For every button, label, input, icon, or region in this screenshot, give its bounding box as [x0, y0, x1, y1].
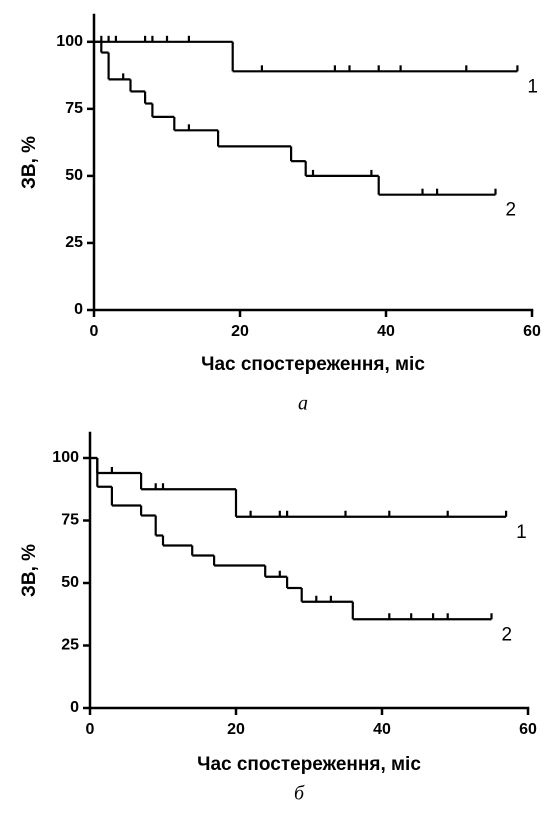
x-axis-label: Час спостереження, міс — [197, 754, 421, 775]
series-label: 2 — [506, 200, 517, 221]
series-label: 1 — [527, 76, 538, 97]
y-axis-label: ЗВ, % — [19, 136, 40, 189]
y-axis-label: ЗВ, % — [19, 544, 40, 597]
x-axis-label: Час спостереження, міс — [201, 354, 425, 375]
x-tick-label: 0 — [90, 323, 99, 340]
y-tick-label: 25 — [65, 234, 83, 251]
x-tick-label: 20 — [227, 721, 245, 738]
y-tick-label: 50 — [61, 574, 79, 591]
y-tick-label: 0 — [70, 699, 79, 716]
y-tick-label: 100 — [56, 33, 83, 50]
x-tick-label: 60 — [519, 721, 537, 738]
x-tick-label: 40 — [377, 323, 395, 340]
y-tick-label: 75 — [65, 100, 83, 117]
y-tick-label: 25 — [61, 637, 79, 654]
x-tick-label: 40 — [373, 721, 391, 738]
x-tick-label: 0 — [86, 721, 95, 738]
y-tick-label: 100 — [52, 449, 79, 466]
series-label: 2 — [502, 624, 513, 645]
y-tick-label: 75 — [61, 512, 79, 529]
caption: б — [294, 783, 305, 805]
y-tick-label: 50 — [65, 167, 83, 184]
x-tick-label: 20 — [231, 323, 249, 340]
y-tick-label: 0 — [74, 301, 83, 318]
x-tick-label: 60 — [523, 323, 541, 340]
series-label: 1 — [516, 522, 527, 543]
caption: а — [298, 393, 308, 415]
